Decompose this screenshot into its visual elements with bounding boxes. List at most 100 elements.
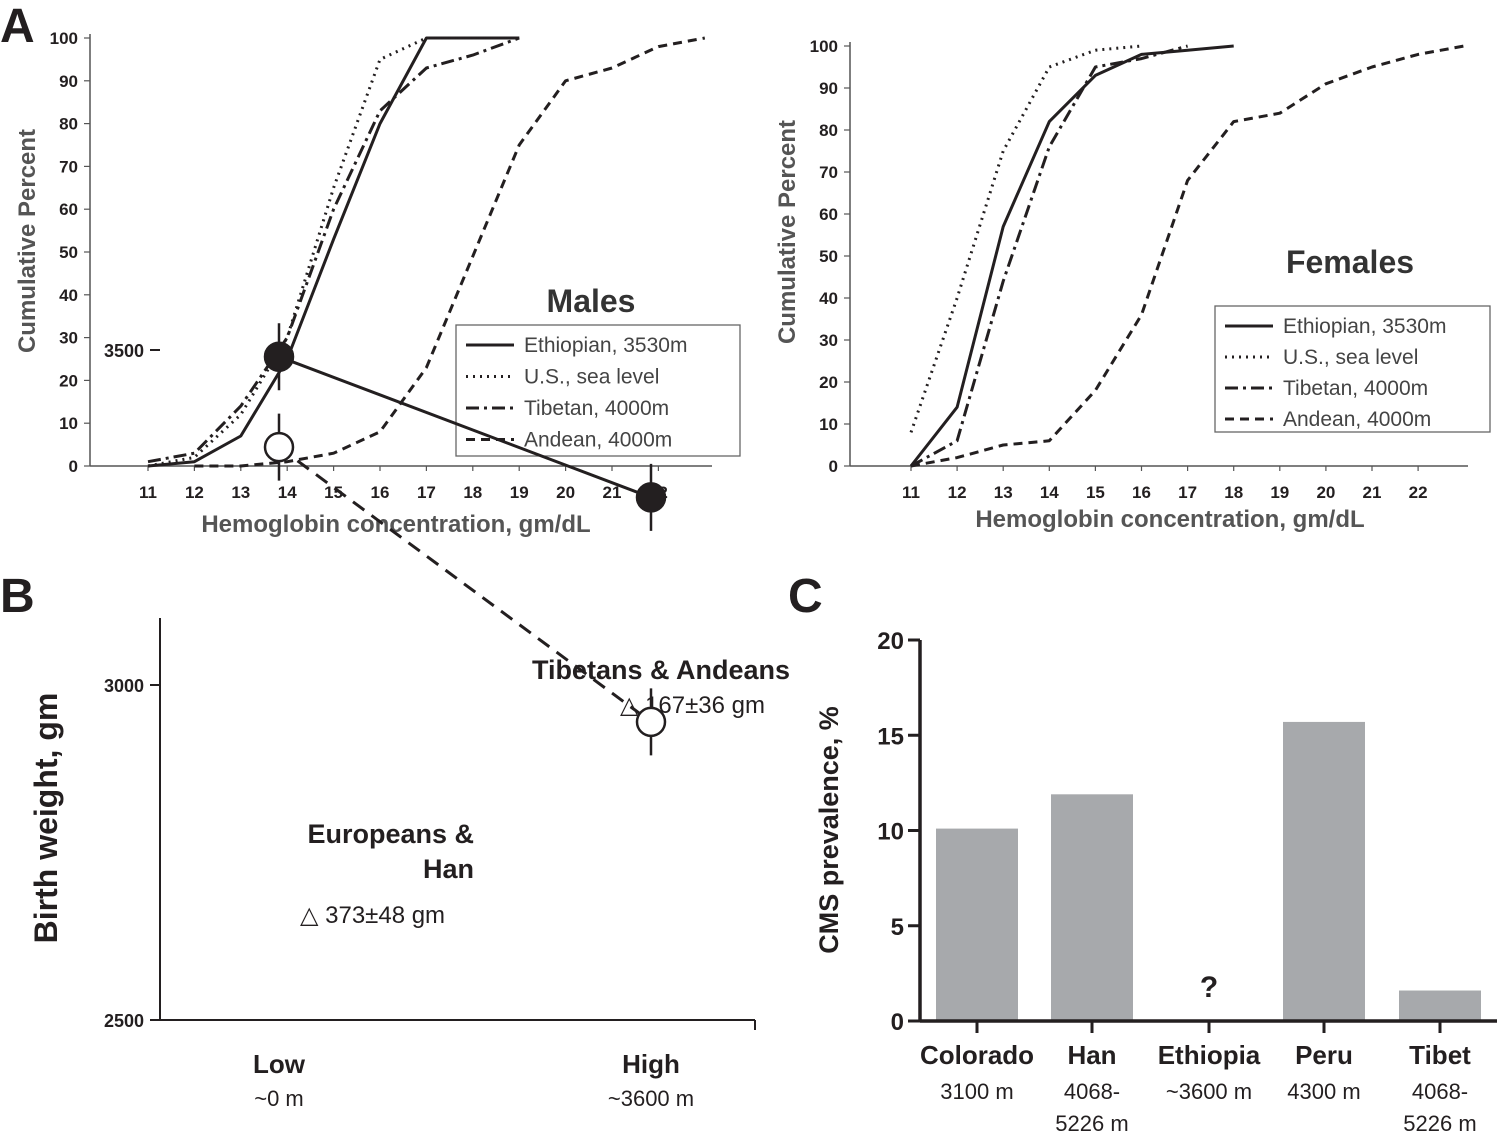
c-category-sublabel: 4068- [1412,1079,1468,1104]
b-category-label: Low [253,1049,306,1079]
males-x-tick-label: 15 [324,483,343,502]
males-title: Males [547,283,636,319]
c-bar-han [1051,794,1133,1021]
c-category-label: Peru [1295,1040,1353,1070]
males-legend-label: Ethiopian, 3530m [524,334,687,357]
males-x-tick-label: 13 [231,483,250,502]
b-ylabel: Birth weight, gm [28,693,64,944]
males-series-line-dashdot [147,36,520,464]
males-x-tick-label: 20 [556,483,575,502]
c-category-label: Tibet [1409,1040,1471,1070]
males-legend: Ethiopian, 3530m U.S., sea level Tibetan, … [455,324,741,457]
females-ylabel: Cumulative Percent [774,120,801,344]
chart-females: Cumulative Percent Hemoglobin concentrat… [774,37,1491,533]
c-category-sublabel: 5226 m [1055,1111,1128,1136]
females-x-tick-label: 12 [948,483,967,502]
b-group-label-europeans-line2: Han [423,854,474,884]
c-y-tick-label: 10 [877,819,904,846]
males-x-tick-label: 21 [603,483,622,502]
panel-letter-b: B [0,570,35,623]
b-series-line-tibetans [278,355,652,499]
females-x-tick-label: 14 [1040,483,1059,502]
females-title: Females [1286,244,1414,280]
females-y-tick-label: 0 [829,457,838,476]
c-ylabel: CMS prevalence, % [814,706,844,954]
females-y-tick-label: 30 [819,331,838,350]
b-series-line-europeans [278,445,652,724]
females-series-line-dotted [909,44,1142,433]
c-category-label: Han [1067,1040,1116,1070]
males-y-tick-label: 60 [59,200,78,219]
males-legend-box [455,324,741,457]
chart-birthweight: Birth weight, gm Tibetans & Andeans △ 16… [28,323,790,1111]
females-x-tick-label: 17 [1178,483,1197,502]
b-point-open [635,706,667,738]
females-legend-label: Tibetan, 4000m [1283,377,1428,400]
c-y-tick-label: 20 [877,628,904,655]
females-x-tick-label: 11 [902,483,920,502]
females-x-tick-label: 20 [1316,483,1335,502]
c-category-label: Colorado [920,1040,1034,1070]
males-y-tick-label: 80 [59,115,78,134]
c-bar-peru [1283,721,1365,1021]
c-y-tick-label: 5 [891,914,904,941]
females-series-line-solid [909,44,1234,467]
females-legend: Ethiopian, 3530m U.S., sea level Tibetan, … [1214,305,1491,433]
chart-males: Cumulative Percent Hemoglobin concentrat… [14,29,741,538]
c-category-sublabel: ~3600 m [1166,1079,1252,1104]
females-y-tick-label: 60 [819,205,838,224]
c-unknown-marker: ? [1200,971,1218,1004]
males-x-tick-label: 18 [463,483,482,502]
females-legend-label: Andean, 4000m [1283,408,1431,431]
panel-letter-a: A [0,0,35,53]
females-y-tick-label: 80 [819,121,838,140]
males-series-line-dashed [194,36,706,468]
b-point-filled [263,341,295,372]
males-y-tick-label: 40 [59,286,78,305]
females-legend-label: Ethiopian, 3530m [1283,315,1446,338]
b-group-label-europeans-line1: Europeans & [307,819,474,849]
c-bar-colorado [936,828,1018,1021]
females-y-tick-label: 90 [819,79,838,98]
males-y-tick-label: 20 [59,371,78,390]
c-category-label: Ethiopia [1158,1040,1261,1070]
b-category-sublabel: ~3600 m [608,1086,694,1111]
males-y-tick-label: 30 [59,329,78,348]
males-ylabel: Cumulative Percent [14,129,41,353]
females-x-tick-label: 22 [1409,483,1428,502]
b-point-open [263,431,295,463]
c-y-tick-label: 15 [877,723,904,750]
males-y-tick-label: 50 [59,243,78,262]
males-x-tick-label: 14 [278,483,297,502]
females-x-tick-label: 18 [1224,483,1243,502]
c-category-sublabel: 4068- [1064,1079,1120,1104]
c-y-tick-label: 0 [891,1009,904,1036]
females-series-line-dashed [910,44,1465,468]
b-point-filled [635,482,667,513]
c-category-sublabel: 5226 m [1403,1111,1476,1136]
females-y-tick-label: 40 [819,289,838,308]
males-y-tick-label: 70 [59,157,78,176]
males-x-tick-label: 17 [417,483,436,502]
b-y-tick-label: 2500 [104,1011,144,1031]
females-y-tick-label: 20 [819,373,838,392]
females-x-tick-label: 16 [1132,483,1151,502]
chart-cms: CMS prevalence, % ? 0 5 10 15 20 Colorado 3100… [814,628,1497,1136]
males-x-tick-label: 16 [371,483,390,502]
males-y-tick-label: 10 [59,414,78,433]
males-series-line-solid [147,36,520,468]
b-y-tick-label: 3000 [104,676,144,696]
c-bar-tibet [1399,990,1481,1021]
females-y-tick-label: 10 [819,415,838,434]
males-series-line-dotted [147,36,520,468]
b-group-label-tibetans: Tibetans & Andeans [532,655,790,685]
males-legend-label: U.S., sea level [524,366,659,389]
b-category-sublabel: ~0 m [254,1086,304,1111]
c-category-sublabel: 3100 m [940,1079,1013,1104]
c-category-sublabel: 4300 m [1287,1079,1360,1104]
b-category-label: High [622,1049,680,1079]
males-x-tick-label: 11 [139,483,157,502]
females-legend-label: U.S., sea level [1283,346,1418,369]
males-x-tick-label: 19 [510,483,529,502]
